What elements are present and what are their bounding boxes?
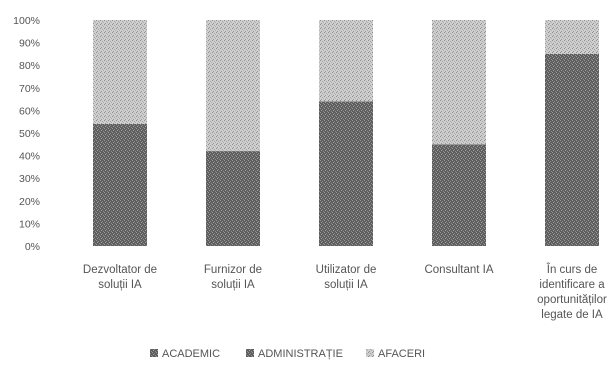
y-tick-label: 40% xyxy=(19,151,40,163)
y-tick-label: 0% xyxy=(25,241,40,253)
legend-label-academic: ACADEMIC xyxy=(162,348,220,360)
y-axis: 0% 10% 20% 30% 40% 50% 60% 70% 80% 90% 100% xyxy=(13,15,40,253)
legend-swatch-academic xyxy=(150,349,158,357)
bar-segment-afaceri xyxy=(545,20,599,54)
bar-segment-administrație xyxy=(545,53,599,247)
legend-swatch-administrație xyxy=(246,349,254,357)
bar-segment-administrație xyxy=(319,101,373,246)
legend: ACADEMIC ADMINISTRAȚIE AFACERI xyxy=(150,348,425,360)
bars xyxy=(93,20,599,247)
category-label: Utilizator de soluții IA xyxy=(316,264,377,291)
legend-label-administrație: ADMINISTRAȚIE xyxy=(258,348,343,360)
y-tick-label: 20% xyxy=(19,196,40,208)
y-tick-label: 30% xyxy=(19,173,40,185)
legend-label-afaceri: AFACERI xyxy=(378,348,425,360)
y-tick-label: 10% xyxy=(19,218,40,230)
y-tick-label: 80% xyxy=(19,60,40,72)
bar-segment-administrație xyxy=(206,151,260,246)
y-tick-label: 50% xyxy=(19,128,40,140)
bar-segment-afaceri xyxy=(206,20,260,152)
x-axis-labels: Dezvoltator de soluții IA Furnizor de soluț… xyxy=(83,263,607,321)
category-label: În curs de identificare a oportunităților l… xyxy=(537,263,607,321)
y-tick-label: 90% xyxy=(19,38,40,50)
bar-segment-administrație xyxy=(432,144,486,246)
y-tick-label: 70% xyxy=(19,83,40,95)
category-label: Consultant IA xyxy=(424,264,493,276)
bar-segment-afaceri xyxy=(432,20,486,145)
bar-segment-afaceri xyxy=(93,20,147,124)
category-label: Dezvoltator de soluții IA xyxy=(83,264,157,291)
legend-swatch-afaceri xyxy=(366,349,374,357)
bar-segment-administrație xyxy=(93,123,147,246)
y-tick-label: 100% xyxy=(13,15,40,27)
category-label: Furnizor de soluții IA xyxy=(204,264,262,291)
y-tick-label: 60% xyxy=(19,105,40,117)
bar-segment-afaceri xyxy=(319,20,373,102)
